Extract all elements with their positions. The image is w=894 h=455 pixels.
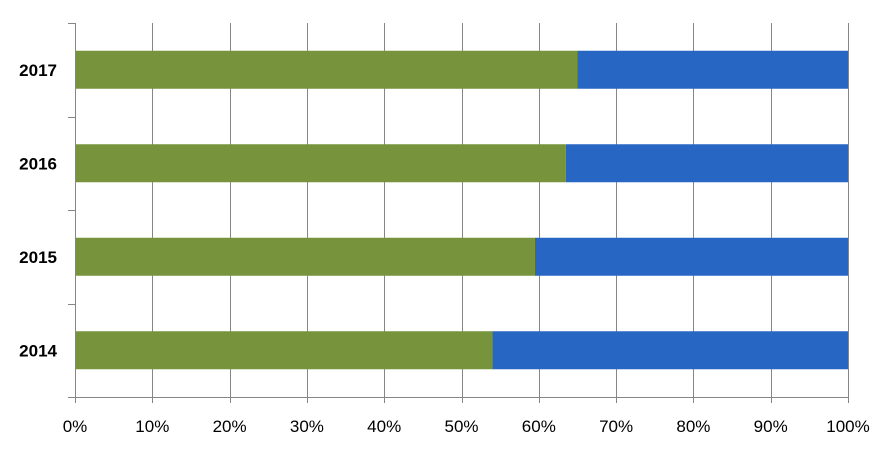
y-category-label: 2016 <box>19 154 57 173</box>
bar-segment-2015-series-1 <box>75 237 535 276</box>
bar-segment-2015-series-2 <box>534 237 848 276</box>
x-tick-label: 90% <box>754 417 788 436</box>
bar-segment-2014-series-1 <box>75 331 493 370</box>
y-category-label: 2014 <box>19 341 57 360</box>
x-tick-label: 50% <box>444 417 478 436</box>
x-tick-label: 100% <box>826 417 869 436</box>
y-category-label: 2017 <box>19 61 57 80</box>
bars <box>75 50 848 370</box>
bar-segment-2017-series-2 <box>577 50 848 89</box>
bar-segment-2017-series-1 <box>75 50 578 89</box>
axes <box>68 23 849 403</box>
bar-segment-2016-series-2 <box>565 144 848 183</box>
x-tick-label: 10% <box>135 417 169 436</box>
y-category-label: 2015 <box>19 248 57 267</box>
x-tick-label: 40% <box>367 417 401 436</box>
x-tick-label: 0% <box>63 417 88 436</box>
x-tick-label: 20% <box>213 417 247 436</box>
labels: 0% 10% 20% 30% 40% 50% 60% 70% 80% 90% 100% 2017 201… <box>19 61 870 436</box>
x-tick-label: 60% <box>522 417 556 436</box>
x-tick-label: 70% <box>599 417 633 436</box>
bar-segment-2014-series-2 <box>492 331 848 370</box>
x-tick-label: 80% <box>676 417 710 436</box>
x-tick-label: 30% <box>290 417 324 436</box>
bar-segment-2016-series-1 <box>75 144 566 183</box>
